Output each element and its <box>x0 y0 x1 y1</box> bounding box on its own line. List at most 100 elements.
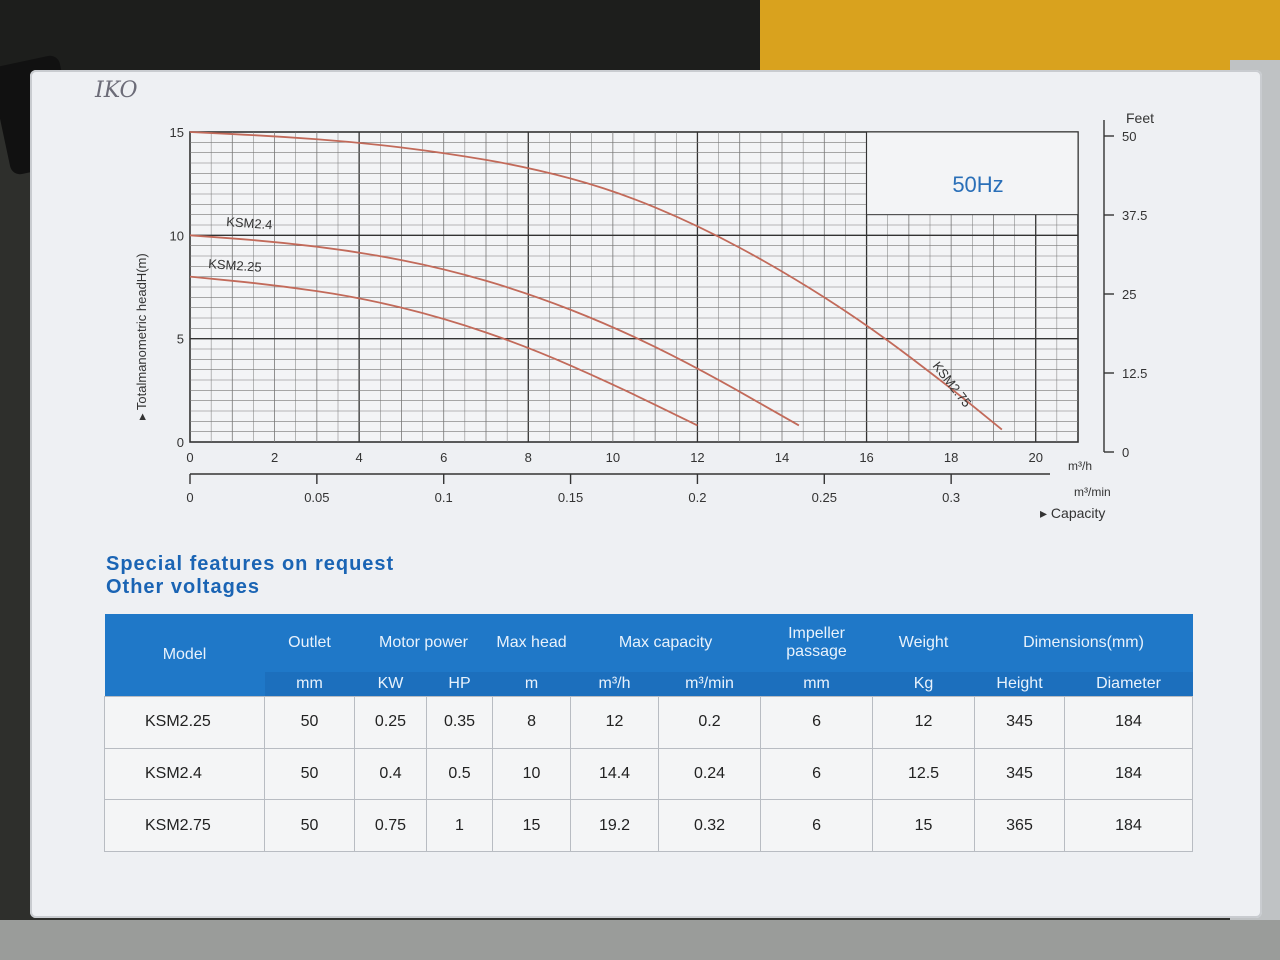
feet-tick-label: 12.5 <box>1122 366 1147 381</box>
features-line-2: Other voltages <box>106 576 261 598</box>
series-label: KSM2.25 <box>208 256 262 275</box>
unit-outlet: mm <box>264 672 355 697</box>
y-tick-label: 5 <box>177 332 184 347</box>
header-model: Model <box>104 614 265 697</box>
cell-height: 345 <box>974 747 1066 801</box>
x-tick-label: 4 <box>356 450 363 465</box>
x-tick-label: 6 <box>440 450 447 465</box>
unit-height: Height <box>974 672 1065 697</box>
cell-m3min: 0.2 <box>658 696 762 749</box>
y-tick-label: 0 <box>177 435 184 450</box>
cell-m3min: 0.24 <box>658 747 762 801</box>
table-header-row: Model Outlet Motor power Max head Max ca… <box>104 614 1193 697</box>
x-tick-label: 12 <box>690 450 704 465</box>
table-unit-row: mm KW HP m m³/h m³/min mm Kg Height Diam… <box>105 672 1193 697</box>
cell-height: 365 <box>974 799 1066 852</box>
cell-impeller: 6 <box>760 799 874 852</box>
unit-head: m <box>492 672 571 697</box>
table-row: KSM2.25 50 0.25 0.35 8 12 0.2 6 12 345 1… <box>104 696 1194 749</box>
x-tick-label: 8 <box>525 450 532 465</box>
x-tick-label: 10 <box>606 450 620 465</box>
x2-tick-label: 0.25 <box>812 490 837 505</box>
frequency-box <box>866 131 1079 216</box>
frequency-label: 50Hz <box>952 172 1003 197</box>
cell-diameter: 184 <box>1064 799 1194 852</box>
header-impeller: Impeller passage <box>760 614 873 672</box>
feet-tick-label: 0 <box>1122 445 1129 460</box>
background-top-yellow <box>760 0 1280 70</box>
y-tick-label: 15 <box>170 125 184 140</box>
unit-impeller: mm <box>760 672 873 697</box>
cell-height: 345 <box>974 696 1066 749</box>
cell-kw: 0.25 <box>354 696 427 749</box>
feet-tick-label: 50 <box>1122 129 1136 144</box>
cell-weight: 12 <box>872 696 976 749</box>
x2-tick-label: 0.05 <box>304 490 329 505</box>
y-axis-label-text: Totalmanometric headH(m) <box>134 253 149 410</box>
table-row: KSM2.75 50 0.75 1 15 19.2 0.32 6 15 365 … <box>104 799 1194 852</box>
series-line-ksm2-4 <box>189 234 800 427</box>
cell-head: 15 <box>492 799 572 852</box>
cell-model: KSM2.4 <box>104 747 265 801</box>
x-tick-label: 14 <box>775 450 789 465</box>
cell-impeller: 6 <box>760 696 874 749</box>
cell-outlet: 50 <box>264 799 355 852</box>
cell-kw: 0.75 <box>354 799 427 852</box>
feet-tick-label: 25 <box>1122 287 1136 302</box>
cell-head: 8 <box>492 696 572 749</box>
unit-m3min: m³/min <box>658 672 761 697</box>
cell-m3h: 19.2 <box>570 799 660 852</box>
spec-table: Model Outlet Motor power Max head Max ca… <box>104 614 1194 852</box>
x-axis-unit: m³/h <box>1068 459 1092 473</box>
features-line-1: Special features on request <box>106 553 395 575</box>
feet-tick-label: 37.5 <box>1122 208 1147 223</box>
x-tick-label: 16 <box>859 450 873 465</box>
cell-hp: 1 <box>425 799 494 852</box>
x2-axis: 0 0.05 0.1 0.15 0.2 0.25 0.3 <box>186 473 1050 505</box>
x-axis-ticks: 0 2 4 6 8 10 12 14 16 18 20 <box>186 450 1043 465</box>
cell-weight: 12.5 <box>872 747 976 801</box>
unit-hp: HP <box>426 672 493 697</box>
cell-outlet: 50 <box>264 696 355 749</box>
x2-axis-unit: m³/min <box>1074 485 1111 499</box>
cell-model: KSM2.25 <box>104 696 265 749</box>
x2-tick-label: 0.2 <box>688 490 706 505</box>
background-top-dark <box>0 0 760 70</box>
series-line-ksm2-25 <box>189 275 698 427</box>
cell-diameter: 184 <box>1064 747 1194 801</box>
cell-weight: 15 <box>872 799 976 852</box>
cell-diameter: 184 <box>1064 696 1194 749</box>
capacity-arrow-icon: ▸ <box>1040 505 1051 521</box>
special-features: Special features on request Other voltag… <box>106 553 394 599</box>
capacity-label-text: Capacity <box>1051 505 1105 521</box>
unit-weight: Kg <box>872 672 975 697</box>
cell-m3min: 0.32 <box>658 799 762 852</box>
y-axis-label: ▸ Totalmanometric headH(m) <box>134 253 149 420</box>
x-tick-label: 18 <box>944 450 958 465</box>
feet-axis-title: Feet <box>1126 110 1154 126</box>
cell-outlet: 50 <box>264 747 355 801</box>
cell-m3h: 12 <box>570 696 660 749</box>
cell-model: KSM2.75 <box>104 799 265 852</box>
series-line-ksm2-75 <box>189 131 1003 431</box>
cell-m3h: 14.4 <box>570 747 660 801</box>
y-tick-label: 10 <box>170 228 184 243</box>
header-dimensions: Dimensions(mm) <box>974 614 1193 672</box>
cell-hp: 0.35 <box>425 696 494 749</box>
y-label-arrow-icon: ▸ <box>134 410 149 420</box>
x2-tick-label: 0 <box>186 490 193 505</box>
header-motor-power: Motor power <box>354 614 493 672</box>
x-tick-label: 2 <box>271 450 278 465</box>
series-label: KSM2.4 <box>226 214 273 232</box>
x2-tick-label: 0.1 <box>435 490 453 505</box>
table-row: KSM2.4 50 0.4 0.5 10 14.4 0.24 6 12.5 34… <box>104 747 1194 801</box>
header-weight: Weight <box>872 614 975 672</box>
header-max-capacity: Max capacity <box>570 614 761 672</box>
x-tick-label: 0 <box>186 450 193 465</box>
header-max-head: Max head <box>492 614 571 672</box>
cell-head: 10 <box>492 747 572 801</box>
x2-tick-label: 0.3 <box>942 490 960 505</box>
cell-kw: 0.4 <box>354 747 427 801</box>
background-bottom <box>0 920 1280 960</box>
